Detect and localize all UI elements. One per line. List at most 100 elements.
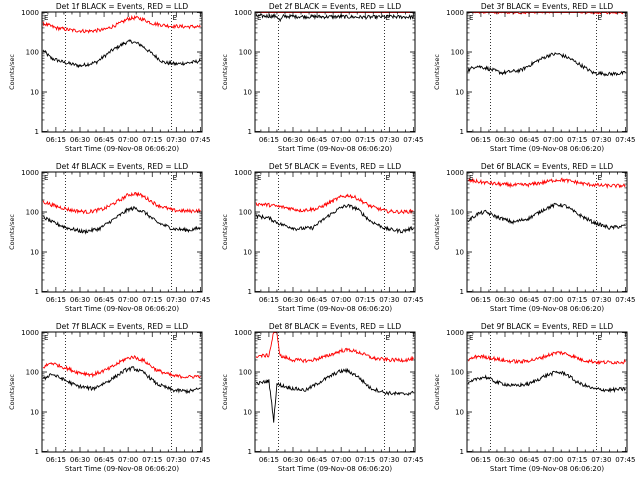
series-lld-red [42, 355, 201, 380]
x-tick-label: 07:45 [190, 456, 210, 464]
x-tick-label: 06:30 [70, 296, 90, 304]
y-tick-label: 100 [239, 209, 252, 217]
chart-title: Det 5f BLACK = Events, RED = LLD [269, 162, 402, 171]
series-lld-red [42, 14, 201, 34]
y-tick-label: 1 [248, 448, 252, 456]
event-marker-label: E [172, 174, 176, 182]
plot-frame [41, 11, 203, 133]
chart-title: Det 4f BLACK = Events, RED = LLD [56, 162, 189, 171]
x-tick-label: 06:30 [495, 296, 515, 304]
y-tick-label: 1 [248, 288, 252, 296]
plot-frame [466, 331, 628, 453]
x-tick-label: 06:15 [259, 296, 279, 304]
x-axis-label: Start Time (09-Nov-08 06:06:20) [490, 145, 604, 153]
series-lld-red [467, 177, 626, 190]
x-tick-label: 06:30 [495, 456, 515, 464]
y-tick-label: 1 [248, 128, 252, 136]
y-tick-label: 1000 [21, 9, 39, 17]
series-events-black [467, 52, 626, 77]
y-tick-label: 10 [455, 249, 464, 257]
event-marker-label: E [257, 174, 261, 182]
y-axis-label: Counts/sec [221, 214, 229, 250]
plot-frame [41, 171, 203, 293]
y-tick-label: 1 [35, 448, 39, 456]
x-axis-label: Start Time (09-Nov-08 06:06:20) [278, 465, 392, 473]
event-marker-label: E [44, 14, 48, 22]
x-tick-label: 06:30 [283, 456, 303, 464]
y-tick-label: 1 [460, 288, 464, 296]
chart-title: Det 7f BLACK = Events, RED = LLD [56, 322, 189, 331]
series-events-black [42, 39, 201, 69]
x-tick-label: 06:45 [519, 296, 539, 304]
series-events-black [42, 365, 201, 395]
y-tick-label: 10 [30, 249, 39, 257]
chart-panel-3: Det 3f BLACK = Events, RED = LLD 1 10 100 10… [433, 2, 635, 153]
y-tick-label: 10 [455, 89, 464, 97]
chart-title: Det 6f BLACK = Events, RED = LLD [481, 162, 614, 171]
y-axis-label: Counts/sec [433, 54, 441, 90]
x-axis-label: Start Time (09-Nov-08 06:06:20) [65, 465, 179, 473]
x-tick-label: 06:45 [94, 136, 114, 144]
x-tick-label: 07:30 [591, 296, 611, 304]
event-marker-label: E [172, 14, 176, 22]
event-marker-label: E [385, 174, 389, 182]
chart-panel-1: Det 1f BLACK = Events, RED = LLD 1 10 100 10… [8, 2, 210, 153]
x-tick-label: 06:30 [283, 296, 303, 304]
x-tick-label: 06:45 [307, 136, 327, 144]
x-tick-label: 06:45 [307, 456, 327, 464]
x-tick-label: 07:30 [166, 296, 186, 304]
x-tick-label: 06:30 [283, 136, 303, 144]
plot-frame [466, 171, 628, 293]
x-tick-label: 07:15 [142, 456, 162, 464]
plot-frame [254, 331, 416, 453]
y-tick-label: 1 [460, 128, 464, 136]
x-tick-label: 07:00 [118, 296, 138, 304]
y-tick-label: 1000 [446, 9, 464, 17]
x-tick-label: 07:00 [118, 456, 138, 464]
x-tick-label: 07:00 [543, 136, 563, 144]
y-tick-label: 1 [460, 448, 464, 456]
x-tick-label: 07:45 [403, 296, 423, 304]
x-tick-label: 07:30 [591, 456, 611, 464]
x-tick-label: 06:15 [46, 296, 66, 304]
chart-panel-6: Det 6f BLACK = Events, RED = LLD 1 10 100 10… [433, 162, 635, 313]
series-lld-red [255, 332, 414, 364]
x-tick-label: 06:45 [94, 296, 114, 304]
x-tick-label: 07:15 [355, 136, 375, 144]
x-tick-label: 07:30 [379, 296, 399, 304]
x-tick-label: 07:45 [190, 136, 210, 144]
x-tick-label: 07:00 [331, 296, 351, 304]
y-axis-label: Counts/sec [8, 374, 16, 410]
y-tick-label: 100 [451, 209, 464, 217]
chart-title: Det 9f BLACK = Events, RED = LLD [481, 322, 614, 331]
series-events-black [256, 367, 414, 423]
x-tick-label: 06:30 [495, 136, 515, 144]
y-axis-label: Counts/sec [221, 54, 229, 90]
series-events-black [42, 205, 201, 235]
x-axis-label: Start Time (09-Nov-08 06:06:20) [490, 305, 604, 313]
y-tick-label: 100 [26, 369, 39, 377]
x-tick-label: 06:15 [471, 136, 491, 144]
y-tick-label: 100 [26, 49, 39, 57]
y-tick-label: 100 [239, 49, 252, 57]
chart-title: Det 8f BLACK = Events, RED = LLD [269, 322, 402, 331]
series-events-black [467, 202, 626, 231]
x-tick-label: 07:15 [142, 136, 162, 144]
x-tick-label: 07:30 [591, 136, 611, 144]
y-axis-label: Counts/sec [433, 374, 441, 410]
y-tick-label: 1000 [446, 169, 464, 177]
chart-panel-8: Det 8f BLACK = Events, RED = LLD 1 10 100 10… [221, 322, 423, 473]
chart-panel-9: Det 9f BLACK = Events, RED = LLD 1 10 100 10… [433, 322, 635, 473]
event-marker-label: E [597, 334, 601, 342]
x-tick-label: 07:15 [567, 456, 587, 464]
chart-panel-5: Det 5f BLACK = Events, RED = LLD 1 10 100 10… [221, 162, 423, 313]
series-events-black [255, 13, 414, 23]
x-tick-label: 07:00 [543, 456, 563, 464]
x-tick-label: 07:45 [403, 456, 423, 464]
y-tick-label: 1000 [234, 9, 252, 17]
x-tick-label: 07:30 [379, 456, 399, 464]
y-tick-label: 100 [239, 369, 252, 377]
y-axis-label: Counts/sec [433, 214, 441, 250]
event-marker-label: E [469, 174, 473, 182]
y-tick-label: 1000 [234, 329, 252, 337]
